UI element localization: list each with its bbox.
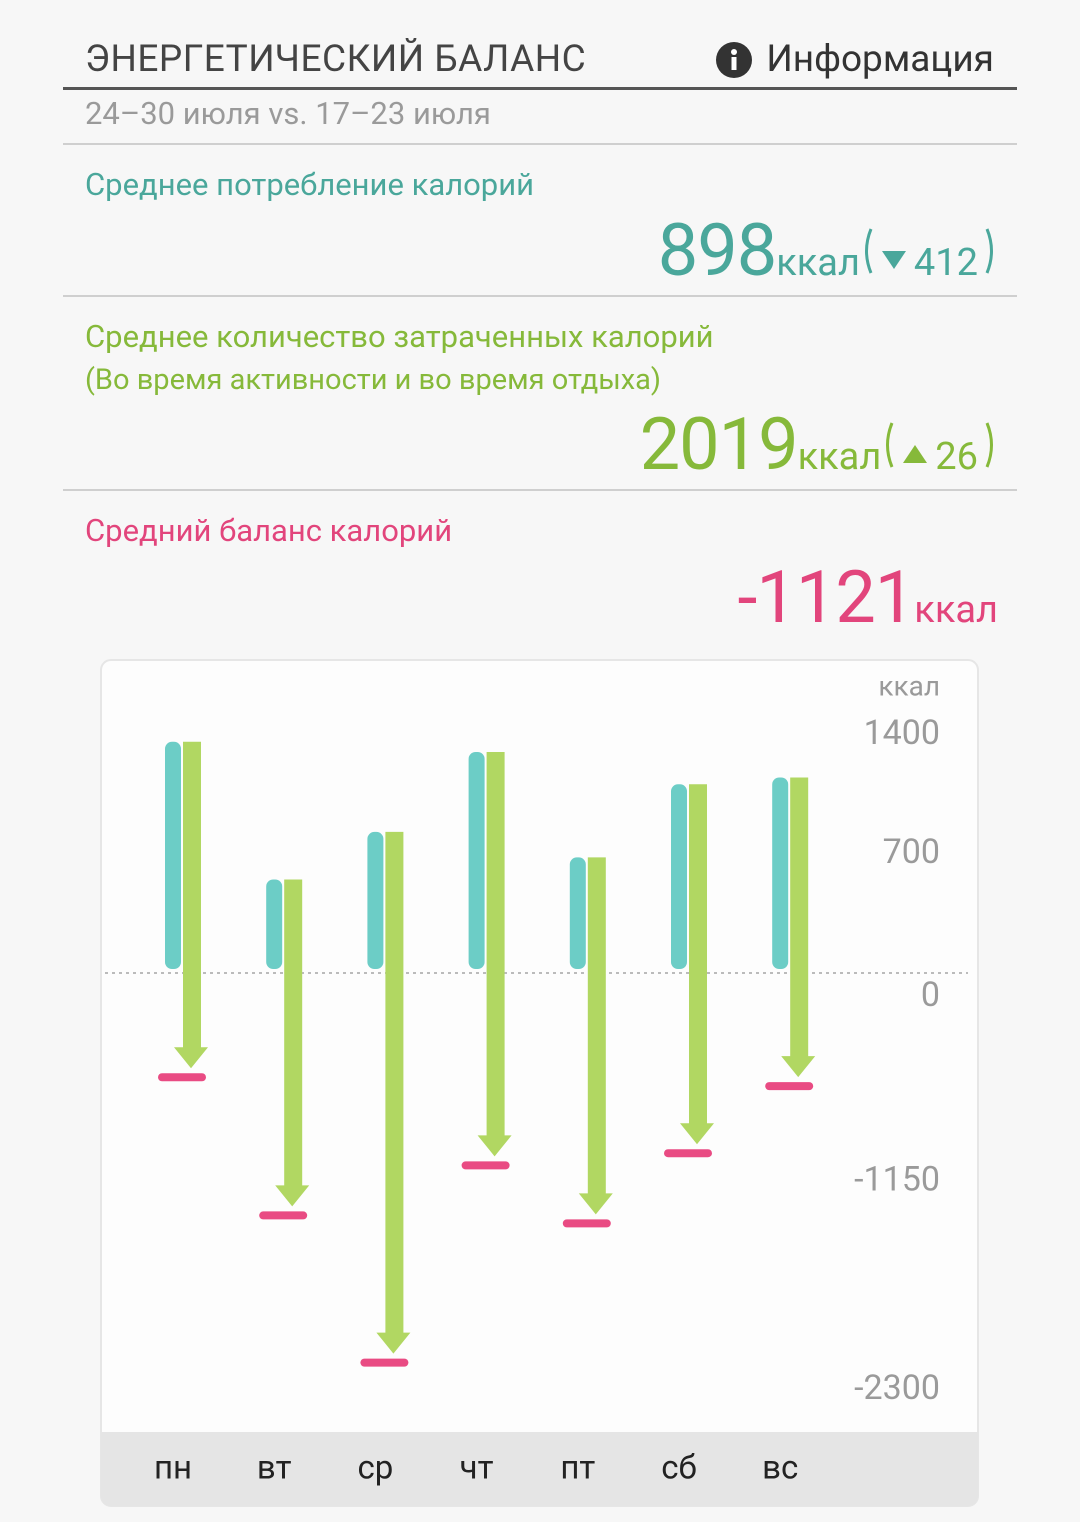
value-row: -1121 ккал <box>738 555 998 640</box>
intake-bar <box>671 784 687 969</box>
y-tick-label: 1400 <box>864 713 940 753</box>
balance-marker <box>259 1211 308 1220</box>
change-arrow <box>903 445 928 463</box>
balance-marker <box>765 1082 814 1091</box>
divider <box>63 489 1017 491</box>
value-row: 898 ккал 412 <box>658 208 998 293</box>
y-axis-unit: ккал <box>878 669 940 702</box>
divider <box>63 87 1017 90</box>
intake-bar <box>468 752 485 969</box>
balance-marker <box>360 1358 409 1367</box>
section-label: Средний баланс калорий <box>85 512 453 549</box>
section-label: Среднее потребление калорий <box>85 166 534 203</box>
intake-bar <box>367 831 384 969</box>
change: 412 <box>860 227 998 285</box>
period: 24–30 июля vs. 17–23 июля <box>85 95 491 132</box>
intake-bar <box>266 879 283 969</box>
title: ЭНЕРГЕТИЧЕСКИЙ БАЛАНС <box>85 38 587 81</box>
unit: ккал <box>914 588 998 632</box>
burned-arrow <box>578 857 613 1215</box>
info-button[interactable]: Информация <box>716 38 994 81</box>
burned-arrow <box>376 831 411 1354</box>
y-tick-label: -1150 <box>854 1159 940 1199</box>
info-label: Информация <box>766 38 994 81</box>
change-value: 26 <box>935 435 978 479</box>
burned-arrow <box>477 752 512 1157</box>
value-row: 2019 ккал 26 <box>640 402 998 487</box>
x-tick-label: вс <box>762 1449 798 1488</box>
paren <box>985 422 993 468</box>
burned-arrow <box>275 879 310 1207</box>
unit: ккал <box>776 241 860 285</box>
x-tick-label: пн <box>154 1449 192 1488</box>
y-tick-label: 700 <box>883 832 940 872</box>
section-note: (Во время активности и во время отдыха) <box>85 363 661 397</box>
burned-arrow <box>781 777 816 1078</box>
change-value: 412 <box>913 241 978 285</box>
balance-marker <box>664 1149 712 1158</box>
balance-marker <box>562 1219 611 1228</box>
section-label: Среднее количество затраченных калорий <box>85 318 714 355</box>
paren <box>886 422 894 468</box>
y-tick-label: 0 <box>921 975 940 1015</box>
change: 26 <box>881 421 998 479</box>
balance-marker <box>158 1073 206 1082</box>
divider <box>63 143 1017 145</box>
x-tick-label: ср <box>357 1449 393 1488</box>
value: -1121 <box>737 555 916 640</box>
paren <box>985 228 993 274</box>
intake-bar <box>772 777 789 969</box>
intake-bar <box>569 857 586 969</box>
info-icon <box>716 41 753 78</box>
change-arrow <box>881 251 906 269</box>
intake-bar <box>165 741 181 969</box>
value: 898 <box>657 208 777 293</box>
x-tick-label: пт <box>560 1449 595 1488</box>
x-tick-label: сб <box>661 1449 697 1488</box>
burned-arrow <box>680 784 714 1145</box>
burned-arrow <box>174 741 208 1069</box>
value: 2019 <box>639 402 799 487</box>
chart-card <box>100 659 979 1507</box>
paren <box>864 228 873 274</box>
divider <box>63 295 1017 297</box>
x-tick-label: вт <box>257 1449 292 1488</box>
y-tick-label: -2300 <box>854 1368 940 1408</box>
balance-marker <box>461 1161 510 1170</box>
unit: ккал <box>797 435 882 479</box>
x-tick-label: чт <box>460 1449 494 1488</box>
x-axis-band <box>101 1432 978 1506</box>
